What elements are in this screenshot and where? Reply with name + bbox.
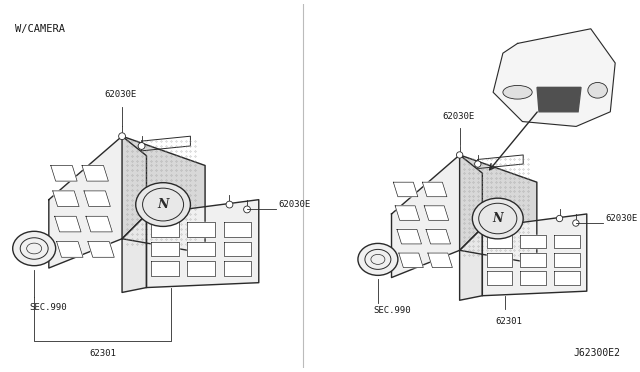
Polygon shape [122, 214, 147, 292]
Polygon shape [86, 216, 112, 232]
Text: 62301: 62301 [495, 317, 522, 326]
Polygon shape [487, 253, 512, 267]
Text: 62030E: 62030E [104, 90, 137, 99]
Text: 62030E: 62030E [605, 214, 637, 223]
Polygon shape [223, 261, 251, 276]
Polygon shape [188, 222, 215, 237]
Polygon shape [51, 166, 77, 181]
Polygon shape [554, 253, 579, 267]
Polygon shape [54, 216, 81, 232]
Polygon shape [520, 235, 546, 248]
Polygon shape [554, 235, 579, 248]
Ellipse shape [588, 83, 607, 98]
Polygon shape [84, 191, 110, 206]
Polygon shape [428, 253, 452, 267]
Text: 62030E: 62030E [278, 200, 310, 209]
Polygon shape [188, 261, 215, 276]
Polygon shape [392, 155, 483, 278]
Circle shape [556, 215, 563, 222]
Text: N: N [492, 212, 503, 225]
Text: 62030E: 62030E [442, 112, 474, 121]
Polygon shape [537, 87, 581, 112]
Polygon shape [82, 166, 108, 181]
Ellipse shape [503, 86, 532, 99]
Polygon shape [520, 271, 546, 285]
Polygon shape [223, 222, 251, 237]
Text: W/CAMERA: W/CAMERA [15, 24, 65, 34]
Polygon shape [422, 182, 447, 197]
Polygon shape [520, 253, 546, 267]
Polygon shape [493, 29, 615, 126]
Text: N: N [157, 198, 169, 211]
Polygon shape [426, 230, 451, 244]
Circle shape [573, 220, 579, 226]
Ellipse shape [472, 198, 524, 239]
Ellipse shape [13, 231, 56, 266]
Circle shape [118, 133, 125, 140]
Ellipse shape [136, 183, 191, 227]
Polygon shape [487, 235, 512, 248]
Polygon shape [56, 242, 83, 257]
Circle shape [226, 201, 233, 208]
Polygon shape [394, 182, 418, 197]
Text: 62301: 62301 [89, 349, 116, 358]
Circle shape [456, 152, 463, 158]
Circle shape [138, 142, 145, 150]
Polygon shape [52, 191, 79, 206]
Polygon shape [88, 242, 115, 257]
Polygon shape [395, 206, 420, 220]
Polygon shape [397, 230, 422, 244]
Polygon shape [151, 222, 179, 237]
Text: SEC.990: SEC.990 [373, 306, 411, 315]
Polygon shape [151, 261, 179, 276]
Polygon shape [49, 136, 147, 268]
Polygon shape [141, 136, 191, 151]
Polygon shape [487, 271, 512, 285]
Polygon shape [460, 228, 483, 300]
Polygon shape [478, 155, 524, 169]
Circle shape [244, 206, 250, 213]
Polygon shape [147, 200, 259, 288]
Polygon shape [223, 242, 251, 256]
Circle shape [475, 161, 481, 167]
Text: J62300E2: J62300E2 [573, 348, 620, 358]
Polygon shape [460, 155, 537, 264]
Polygon shape [483, 214, 587, 296]
Polygon shape [554, 271, 579, 285]
Text: SEC.990: SEC.990 [29, 303, 67, 312]
Polygon shape [188, 242, 215, 256]
Polygon shape [151, 242, 179, 256]
Polygon shape [399, 253, 423, 267]
Polygon shape [424, 206, 449, 220]
Polygon shape [122, 136, 205, 253]
Ellipse shape [358, 243, 398, 275]
